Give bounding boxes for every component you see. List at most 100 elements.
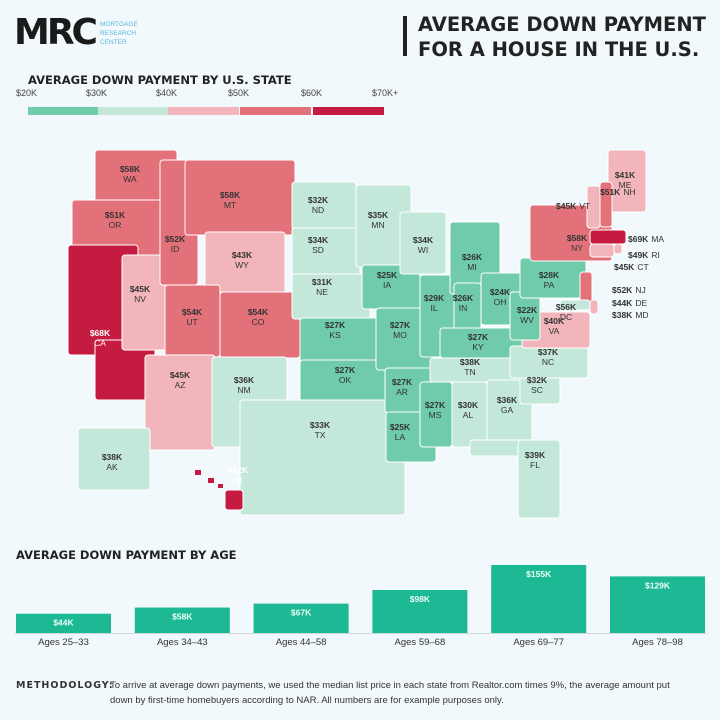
legend-swatch bbox=[98, 107, 169, 115]
state-ct bbox=[589, 243, 615, 258]
state-shape bbox=[77, 427, 151, 491]
bar-value-label: $44K bbox=[53, 618, 74, 628]
state-value-label: $27K bbox=[425, 400, 446, 410]
state-value-label: $49K bbox=[628, 250, 649, 260]
state-code-label: FL bbox=[530, 460, 540, 470]
state-value-label: $36K bbox=[234, 375, 255, 385]
state-code-label: KS bbox=[329, 330, 341, 340]
state-shape bbox=[195, 470, 201, 475]
page-title: AVERAGE DOWN PAYMENT FOR A HOUSE IN THE … bbox=[418, 12, 706, 62]
state-value-label: $38K bbox=[460, 357, 481, 367]
state-value-label: $56K bbox=[556, 302, 577, 312]
state-value-label: $52K bbox=[612, 285, 633, 295]
state-value-label: $68K bbox=[90, 328, 111, 338]
state-value-label: $31K bbox=[312, 277, 333, 287]
state-callout-label: $38K MD bbox=[612, 310, 649, 320]
state-value-label: $58K bbox=[567, 233, 588, 243]
state-value-label: $54K bbox=[248, 307, 269, 317]
state-code-label: AR bbox=[396, 387, 408, 397]
state-code-label: OK bbox=[339, 375, 352, 385]
state-callout-label: $51K NH bbox=[600, 187, 636, 197]
legend-label: $50K bbox=[228, 88, 250, 98]
state-code-label: WV bbox=[520, 315, 534, 325]
state-code-label: SD bbox=[312, 245, 324, 255]
state-code-label: MO bbox=[393, 330, 407, 340]
state-value-label: $41K bbox=[615, 170, 636, 180]
state-value-label: $26K bbox=[453, 293, 474, 303]
state-value-label: $58K bbox=[220, 190, 241, 200]
bar-value-label: $58K bbox=[172, 612, 193, 622]
state-code-label: LA bbox=[395, 432, 406, 442]
title-line-1: AVERAGE DOWN PAYMENT bbox=[418, 13, 706, 36]
state-code-label: NY bbox=[571, 243, 583, 253]
state-value-label: $24K bbox=[490, 287, 511, 297]
legend-label: $30K bbox=[86, 88, 108, 98]
state-code-label: WI bbox=[418, 245, 428, 255]
state-code-label: PA bbox=[544, 280, 555, 290]
state-code-label: IN bbox=[459, 303, 468, 313]
state-code-label: ID bbox=[171, 244, 180, 254]
state-code-label: MD bbox=[635, 310, 648, 320]
us-state-map: $58KWA$51KOR$68KCA$45KNV$52KID$58KMT$43K… bbox=[67, 149, 664, 519]
state-value-label: $27K bbox=[325, 320, 346, 330]
state-value-label: $22K bbox=[517, 305, 538, 315]
state-value-label: $32K bbox=[527, 375, 548, 385]
state-value-label: $45K bbox=[170, 370, 191, 380]
state-value-label: $39K bbox=[525, 450, 546, 460]
state-value-label: $38K bbox=[612, 310, 633, 320]
state-value-label: $27K bbox=[335, 365, 356, 375]
bar-category-label: Ages 59–68 bbox=[394, 637, 446, 648]
state-code-label: NH bbox=[623, 187, 635, 197]
state-code-label: NE bbox=[316, 287, 328, 297]
state-value-label: $72K bbox=[228, 465, 249, 475]
state-shape bbox=[399, 211, 447, 275]
state-code-label: NV bbox=[134, 294, 146, 304]
state-value-label: $45K bbox=[130, 284, 151, 294]
legend-label: $40K bbox=[156, 88, 178, 98]
state-value-label: $28K bbox=[539, 270, 560, 280]
bar bbox=[372, 590, 468, 633]
state-value-label: $25K bbox=[377, 270, 398, 280]
state-value-label: $34K bbox=[308, 235, 329, 245]
bar-category-label: Ages 78–98 bbox=[632, 637, 683, 648]
state-code-label: ME bbox=[619, 180, 632, 190]
bar-value-label: $98K bbox=[410, 594, 431, 604]
state-code-label: NJ bbox=[635, 285, 645, 295]
state-code-label: CT bbox=[637, 262, 648, 272]
state-shape bbox=[607, 149, 647, 213]
state-code-label: AZ bbox=[175, 380, 186, 390]
state-md bbox=[559, 299, 591, 311]
state-code-label: OR bbox=[109, 220, 122, 230]
state-code-label: HI bbox=[234, 475, 243, 485]
state-code-label: TX bbox=[315, 430, 326, 440]
state-value-label: $69K bbox=[628, 234, 649, 244]
state-vt bbox=[586, 185, 601, 229]
state-value-label: $30K bbox=[458, 400, 479, 410]
state-value-label: $45K bbox=[556, 201, 577, 211]
state-shape bbox=[586, 185, 601, 229]
title-accent-bar bbox=[403, 16, 407, 56]
state-value-label: $27K bbox=[392, 377, 413, 387]
methodology-label: METHODOLOGY: bbox=[16, 680, 114, 691]
map-title: AVERAGE DOWN PAYMENT BY U.S. STATE bbox=[28, 73, 292, 87]
bar bbox=[491, 565, 587, 633]
state-value-label: $45K bbox=[614, 262, 635, 272]
state-value-label: $29K bbox=[424, 293, 445, 303]
bar-value-label: $67K bbox=[291, 608, 312, 618]
state-code-label: MS bbox=[429, 410, 442, 420]
bar-value-label: $129K bbox=[645, 580, 671, 590]
state-value-label: $43K bbox=[232, 250, 253, 260]
state-value-label: $37K bbox=[538, 347, 559, 357]
state-code-label: NM bbox=[237, 385, 250, 395]
logo-subtitle: Mortgage Research Center bbox=[100, 21, 138, 46]
state-code-label: VA bbox=[549, 326, 560, 336]
legend-label: $70K+ bbox=[372, 88, 399, 98]
state-ak bbox=[77, 427, 151, 491]
state-code-label: AK bbox=[106, 462, 118, 472]
legend-label: $20K bbox=[16, 88, 38, 98]
bar-category-label: Ages 69–77 bbox=[513, 637, 565, 648]
bar bbox=[253, 603, 349, 633]
state-value-label: $34K bbox=[413, 235, 434, 245]
